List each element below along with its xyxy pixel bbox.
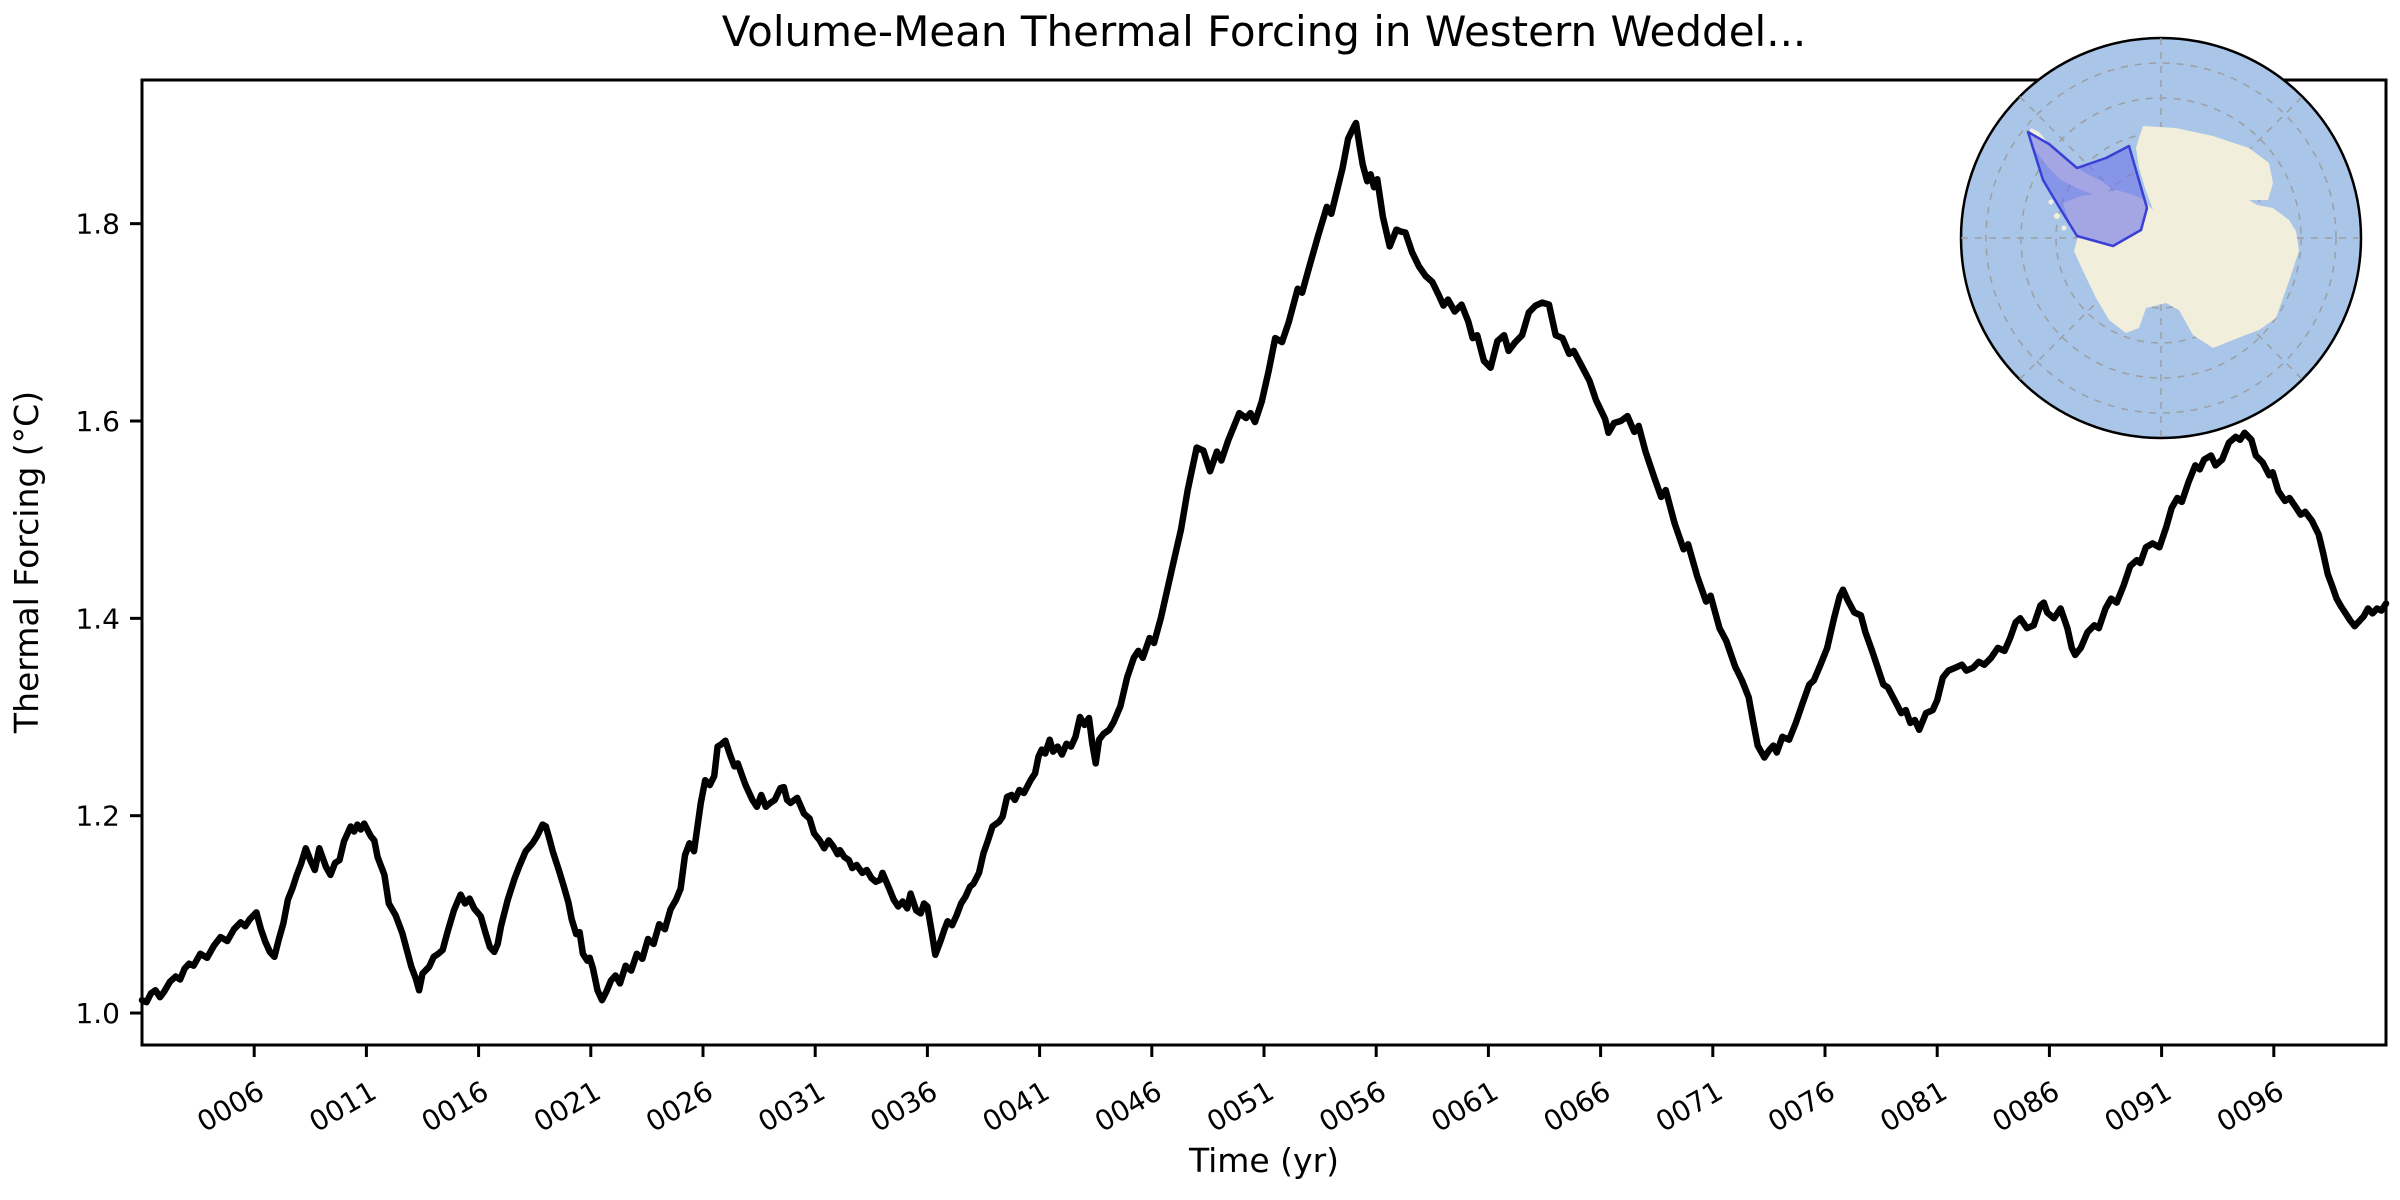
x-tick-label: 0011: [304, 1074, 382, 1138]
x-tick-label: 0096: [2211, 1074, 2289, 1138]
x-tick-label: 0021: [528, 1074, 606, 1138]
y-tick-label: 1.4: [75, 602, 120, 635]
x-axis-label: Time (yr): [1188, 1141, 1339, 1180]
x-tick-label: 0066: [1538, 1074, 1616, 1138]
x-tick-label: 0071: [1650, 1074, 1728, 1138]
y-tick-label: 1.8: [75, 208, 120, 241]
x-tick-label: 0026: [640, 1074, 718, 1138]
x-tick-label: 0056: [1313, 1074, 1391, 1138]
y-tick-label: 1.2: [75, 800, 120, 833]
x-tick-label: 0006: [191, 1074, 269, 1138]
x-tick-label: 0076: [1762, 1074, 1840, 1138]
thermal-forcing-line: [138, 119, 2390, 1006]
x-tick-label: 0016: [416, 1074, 494, 1138]
antarctica-mainland: [2063, 126, 2299, 348]
chart-title: Volume-Mean Thermal Forcing in Western W…: [722, 7, 1807, 56]
antarctica-inset-map: [1959, 36, 2363, 440]
x-tick-label: 0041: [977, 1074, 1055, 1138]
x-tick-label: 0051: [1201, 1074, 1279, 1138]
x-tick-label: 0036: [865, 1074, 943, 1138]
x-tick-label: 0086: [1987, 1074, 2065, 1138]
x-tick-label: 0031: [752, 1074, 830, 1138]
y-axis-label: Thermal Forcing (°C): [7, 391, 46, 734]
x-tick-label: 0046: [1089, 1074, 1167, 1138]
x-tick-label: 0081: [1874, 1074, 1952, 1138]
y-tick-label: 1.0: [75, 997, 120, 1030]
weddell-region-highlight: [2026, 130, 2149, 248]
x-tick-label: 0061: [1426, 1074, 1504, 1138]
y-tick-label: 1.6: [75, 405, 120, 438]
x-tick-label: 0091: [2099, 1074, 2177, 1138]
